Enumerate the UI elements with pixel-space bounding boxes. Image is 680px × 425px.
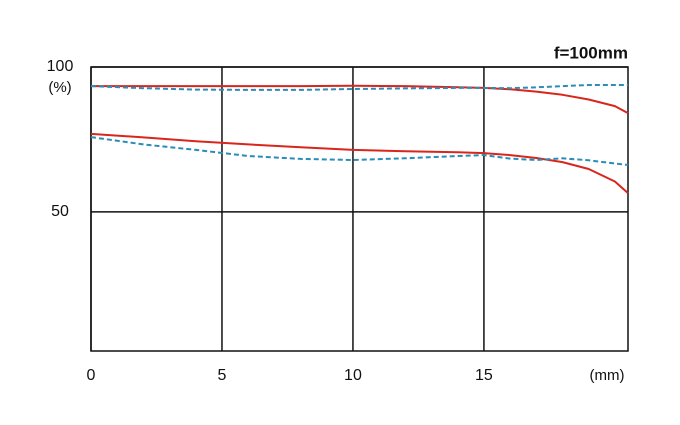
chart-title: f=100mm	[554, 43, 628, 62]
x-tick-label: 15	[475, 367, 493, 384]
series-line	[91, 84, 629, 114]
x-tick-label: 5	[218, 367, 227, 384]
x-axis-label: (mm)	[590, 367, 625, 384]
x-tick-label: 0	[87, 367, 96, 384]
x-tick-label: 10	[344, 367, 362, 384]
series-line	[90, 132, 629, 194]
y-tick-label: 100	[47, 58, 74, 75]
series-line	[90, 136, 629, 166]
plot-frame	[90, 66, 629, 352]
y-tick-label: 50	[51, 203, 69, 220]
y-axis-label: (%)	[48, 79, 71, 96]
series-line	[90, 84, 628, 91]
